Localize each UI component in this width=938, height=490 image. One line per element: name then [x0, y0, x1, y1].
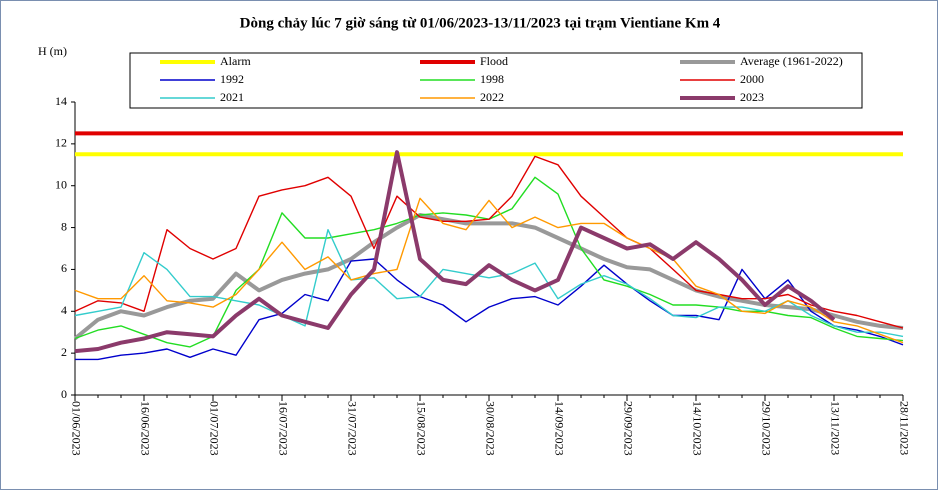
x-tick-label: 13/11/2023: [828, 401, 842, 455]
legend-label: 2022: [480, 90, 504, 104]
series-line: [74, 155, 904, 329]
x-tick-label: 01/07/2023: [207, 401, 221, 456]
legend-label: Flood: [480, 54, 508, 68]
y-tick-label: 14: [55, 94, 67, 108]
series-line: [74, 197, 904, 344]
y-tick-label: 10: [55, 177, 67, 191]
x-tick-label: 16/06/2023: [138, 401, 152, 456]
x-tick-label: 28/11/2023: [897, 401, 911, 455]
x-tick-label: 29/09/2023: [621, 401, 635, 456]
y-tick-label: 0: [61, 387, 67, 401]
chart-title: Dòng chảy lúc 7 giờ sáng từ 01/06/2023-1…: [240, 15, 721, 31]
y-axis-label: H (m): [38, 44, 67, 58]
series-line: [74, 150, 836, 354]
x-tick-label: 15/08/2023: [414, 401, 428, 456]
legend-label: 2023: [740, 90, 764, 104]
y-tick-label: 6: [61, 261, 67, 275]
series-line: [74, 229, 904, 338]
legend-label: Alarm: [220, 54, 251, 68]
legend-label: 1998: [480, 72, 504, 86]
x-tick-label: 31/07/2023: [345, 401, 359, 456]
y-tick-label: 4: [61, 303, 67, 317]
legend-label: 1992: [220, 72, 244, 86]
x-tick-label: 16/07/2023: [276, 401, 290, 456]
legend-label: 2000: [740, 72, 764, 86]
y-tick-label: 8: [61, 219, 67, 233]
x-tick-label: 30/08/2023: [483, 401, 497, 456]
x-tick-label: 29/10/2023: [759, 401, 773, 456]
legend-label: Average (1961-2022): [740, 54, 843, 68]
y-tick-label: 2: [61, 345, 67, 359]
x-tick-label: 14/09/2023: [552, 401, 566, 456]
legend: [129, 52, 863, 109]
y-tick-label: 12: [55, 136, 67, 150]
legend-label: 2021: [220, 90, 244, 104]
x-tick-label: 14/10/2023: [690, 401, 704, 456]
x-tick-label: 01/06/2023: [69, 401, 83, 456]
